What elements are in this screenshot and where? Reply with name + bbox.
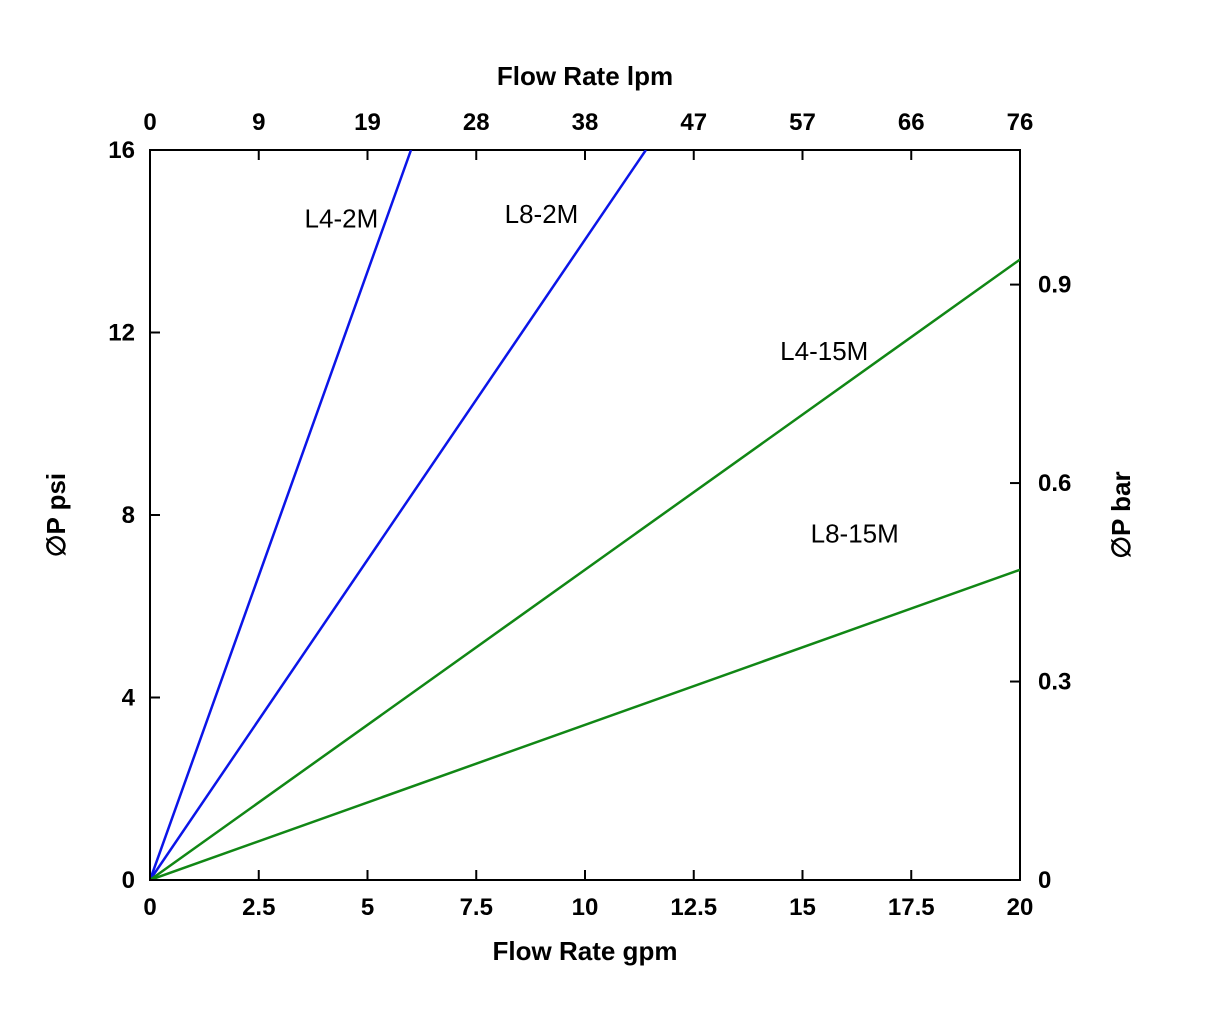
xt-tick-label: 76 [1007, 109, 1034, 136]
series-label-L8-15M: L8-15M [811, 518, 899, 548]
series-label-L4-15M: L4-15M [780, 336, 868, 366]
xt-tick-label: 66 [898, 109, 925, 136]
yr-tick-label: 0.9 [1038, 272, 1071, 299]
xb-tick-label: 12.5 [670, 894, 717, 921]
yl-tick-label: 4 [122, 685, 136, 712]
xb-tick-label: 2.5 [242, 894, 275, 921]
xt-tick-label: 38 [572, 109, 599, 136]
xt-tick-label: 28 [463, 109, 490, 136]
x-bottom-title: Flow Rate gpm [493, 936, 678, 966]
pressure-flow-chart: L4-2M L8-2M L4-15M L8-15M 0 2.5 5 7.5 10 12.5 15 17… [0, 0, 1214, 1018]
xt-tick-label: 0 [143, 109, 156, 136]
series-label-L4-2M: L4-2M [305, 204, 379, 234]
yl-tick-label: 16 [108, 137, 135, 164]
y-left-title: ∅P psi [41, 473, 71, 557]
yr-tick-label: 0.6 [1038, 470, 1071, 497]
x-top-title: Flow Rate lpm [497, 61, 673, 91]
yl-tick-label: 12 [108, 320, 135, 347]
xt-tick-label: 9 [252, 109, 265, 136]
chart-container: L4-2M L8-2M L4-15M L8-15M 0 2.5 5 7.5 10 12.5 15 17… [0, 0, 1214, 1018]
xb-tick-label: 17.5 [888, 894, 935, 921]
yl-tick-label: 8 [122, 502, 135, 529]
xt-tick-label: 57 [789, 109, 816, 136]
xt-tick-label: 47 [680, 109, 707, 136]
xb-tick-label: 15 [789, 894, 816, 921]
xt-tick-label: 19 [354, 109, 381, 136]
xb-tick-label: 0 [143, 894, 156, 921]
yl-tick-label: 0 [122, 867, 135, 894]
series-label-L8-2M: L8-2M [505, 199, 579, 229]
xb-tick-label: 7.5 [460, 894, 493, 921]
yr-tick-label: 0.3 [1038, 669, 1071, 696]
chart-background [0, 0, 1214, 1018]
yr-tick-label: 0 [1038, 867, 1051, 894]
xb-tick-label: 20 [1007, 894, 1034, 921]
y-right-title: ∅P bar [1106, 471, 1136, 558]
xb-tick-label: 5 [361, 894, 374, 921]
xb-tick-label: 10 [572, 894, 599, 921]
